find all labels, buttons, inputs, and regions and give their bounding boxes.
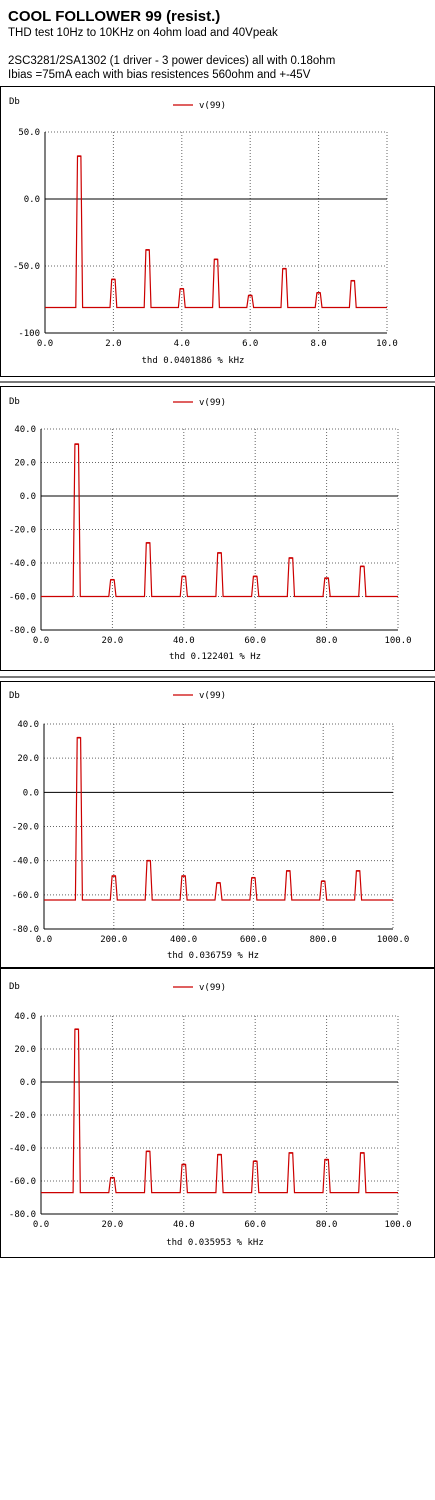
y-tick-label: -80.0 xyxy=(9,626,36,636)
description-line-2: Ibias =75mA each with bias resistences 5… xyxy=(8,69,311,81)
y-tick-label: -60.0 xyxy=(9,593,36,603)
y-axis-label: Db xyxy=(9,397,20,407)
y-tick-label: -40.0 xyxy=(12,857,39,867)
chart-4: -80.0 -60.0 -40.0 -20.0 0.0 20.0 40.0 0.0 20.0 40… xyxy=(9,982,412,1248)
y-tick-label: -80.0 xyxy=(9,1210,36,1220)
y-axis-label: Db xyxy=(9,97,20,107)
trace-line xyxy=(41,443,398,598)
x-axis-label: thd 0.035953 % kHz xyxy=(166,1238,264,1248)
chart-panel-3: -80.0 -60.0 -40.0 -20.0 0.0 20.0 40.0 0.0 200.0 4… xyxy=(0,681,435,968)
x-tick-label: 100.0 xyxy=(384,636,411,646)
y-tick-label: -40.0 xyxy=(9,1144,36,1154)
x-tick-label: 10.0 xyxy=(376,339,398,349)
y-tick-label: 0.0 xyxy=(24,195,40,205)
x-tick-label: 800.0 xyxy=(310,935,337,945)
x-tick-label: 600.0 xyxy=(240,935,267,945)
x-tick-label: 20.0 xyxy=(102,1220,124,1230)
y-tick-label: 20.0 xyxy=(17,754,39,764)
chart-3: -80.0 -60.0 -40.0 -20.0 0.0 20.0 40.0 0.0 200.0 4… xyxy=(9,691,410,961)
x-tick-label: 20.0 xyxy=(102,636,124,646)
x-axis-label: thd 0.036759 % Hz xyxy=(167,951,259,961)
x-tick-label: 100.0 xyxy=(384,1220,411,1230)
y-tick-label: 0.0 xyxy=(23,788,39,798)
trace-line xyxy=(41,1028,398,1194)
x-tick-label: 80.0 xyxy=(316,1220,338,1230)
x-axis-label: thd 0.122401 % Hz xyxy=(169,652,261,662)
legend-label: v(99) xyxy=(199,691,226,701)
x-tick-label: 0.0 xyxy=(37,339,53,349)
plot-frame xyxy=(44,131,388,334)
x-tick-label: 400.0 xyxy=(170,935,197,945)
y-tick-label: -50.0 xyxy=(13,262,40,272)
x-tick-label: 60.0 xyxy=(244,1220,266,1230)
y-tick-label: -20.0 xyxy=(9,1111,36,1121)
y-tick-label: -40.0 xyxy=(9,559,36,569)
y-tick-label: -20.0 xyxy=(9,526,36,536)
trace-line xyxy=(44,737,393,901)
x-tick-label: 80.0 xyxy=(316,636,338,646)
description-line-1: 2SC3281/2SA1302 (1 driver - 3 power devi… xyxy=(8,55,336,67)
y-tick-label: -100 xyxy=(18,329,40,339)
panel-separator xyxy=(0,676,435,678)
x-tick-label: 4.0 xyxy=(174,339,190,349)
legend-label: v(99) xyxy=(199,101,226,111)
x-tick-label: 40.0 xyxy=(173,636,195,646)
chart-2: -80.0 -60.0 -40.0 -20.0 0.0 20.0 40.0 0.0 20.0 40… xyxy=(9,397,412,662)
trace-line xyxy=(45,155,387,309)
y-tick-label: -20.0 xyxy=(12,823,39,833)
x-tick-label: 0.0 xyxy=(33,1220,49,1230)
y-tick-label: 40.0 xyxy=(17,720,39,730)
legend-label: v(99) xyxy=(199,398,226,408)
x-tick-label: 2.0 xyxy=(105,339,121,349)
y-tick-label: -60.0 xyxy=(9,1177,36,1187)
page-subtitle: THD test 10Hz to 10KHz on 4ohm load and … xyxy=(8,27,278,39)
y-tick-label: 20.0 xyxy=(14,1045,36,1055)
x-axis-label: thd 0.0401886 % kHz xyxy=(142,356,245,366)
y-axis-label: Db xyxy=(9,691,20,701)
y-tick-label: -80.0 xyxy=(12,925,39,935)
chart-1: -100 -50.0 0.0 50.0 0.0 2.0 4.0 6.0 8.0 10.0 Db v(9… xyxy=(9,97,398,366)
y-axis-label: Db xyxy=(9,982,20,992)
y-tick-label: 50.0 xyxy=(18,128,40,138)
x-tick-label: 60.0 xyxy=(244,636,266,646)
y-tick-label: 0.0 xyxy=(20,492,36,502)
x-tick-label: 200.0 xyxy=(100,935,127,945)
y-tick-label: 0.0 xyxy=(20,1078,36,1088)
y-tick-label: 20.0 xyxy=(14,459,36,469)
x-tick-label: 1000.0 xyxy=(377,935,410,945)
legend-label: v(99) xyxy=(199,983,226,993)
chart-panel-4: -80.0 -60.0 -40.0 -20.0 0.0 20.0 40.0 0.0 20.0 40… xyxy=(0,968,435,1258)
chart-panel-2: -80.0 -60.0 -40.0 -20.0 0.0 20.0 40.0 0.0 20.0 40… xyxy=(0,386,435,671)
x-tick-label: 6.0 xyxy=(242,339,258,349)
x-tick-label: 0.0 xyxy=(33,636,49,646)
page-title: COOL FOLLOWER 99 (resist.) xyxy=(8,8,221,25)
panel-separator xyxy=(0,381,435,383)
y-tick-label: 40.0 xyxy=(14,425,36,435)
y-tick-label: 40.0 xyxy=(14,1012,36,1022)
x-tick-label: 40.0 xyxy=(173,1220,195,1230)
chart-panel-1: -100 -50.0 0.0 50.0 0.0 2.0 4.0 6.0 8.0 10.0 Db v(9… xyxy=(0,86,435,377)
y-tick-label: -60.0 xyxy=(12,891,39,901)
x-tick-label: 8.0 xyxy=(310,339,326,349)
x-tick-label: 0.0 xyxy=(36,935,52,945)
